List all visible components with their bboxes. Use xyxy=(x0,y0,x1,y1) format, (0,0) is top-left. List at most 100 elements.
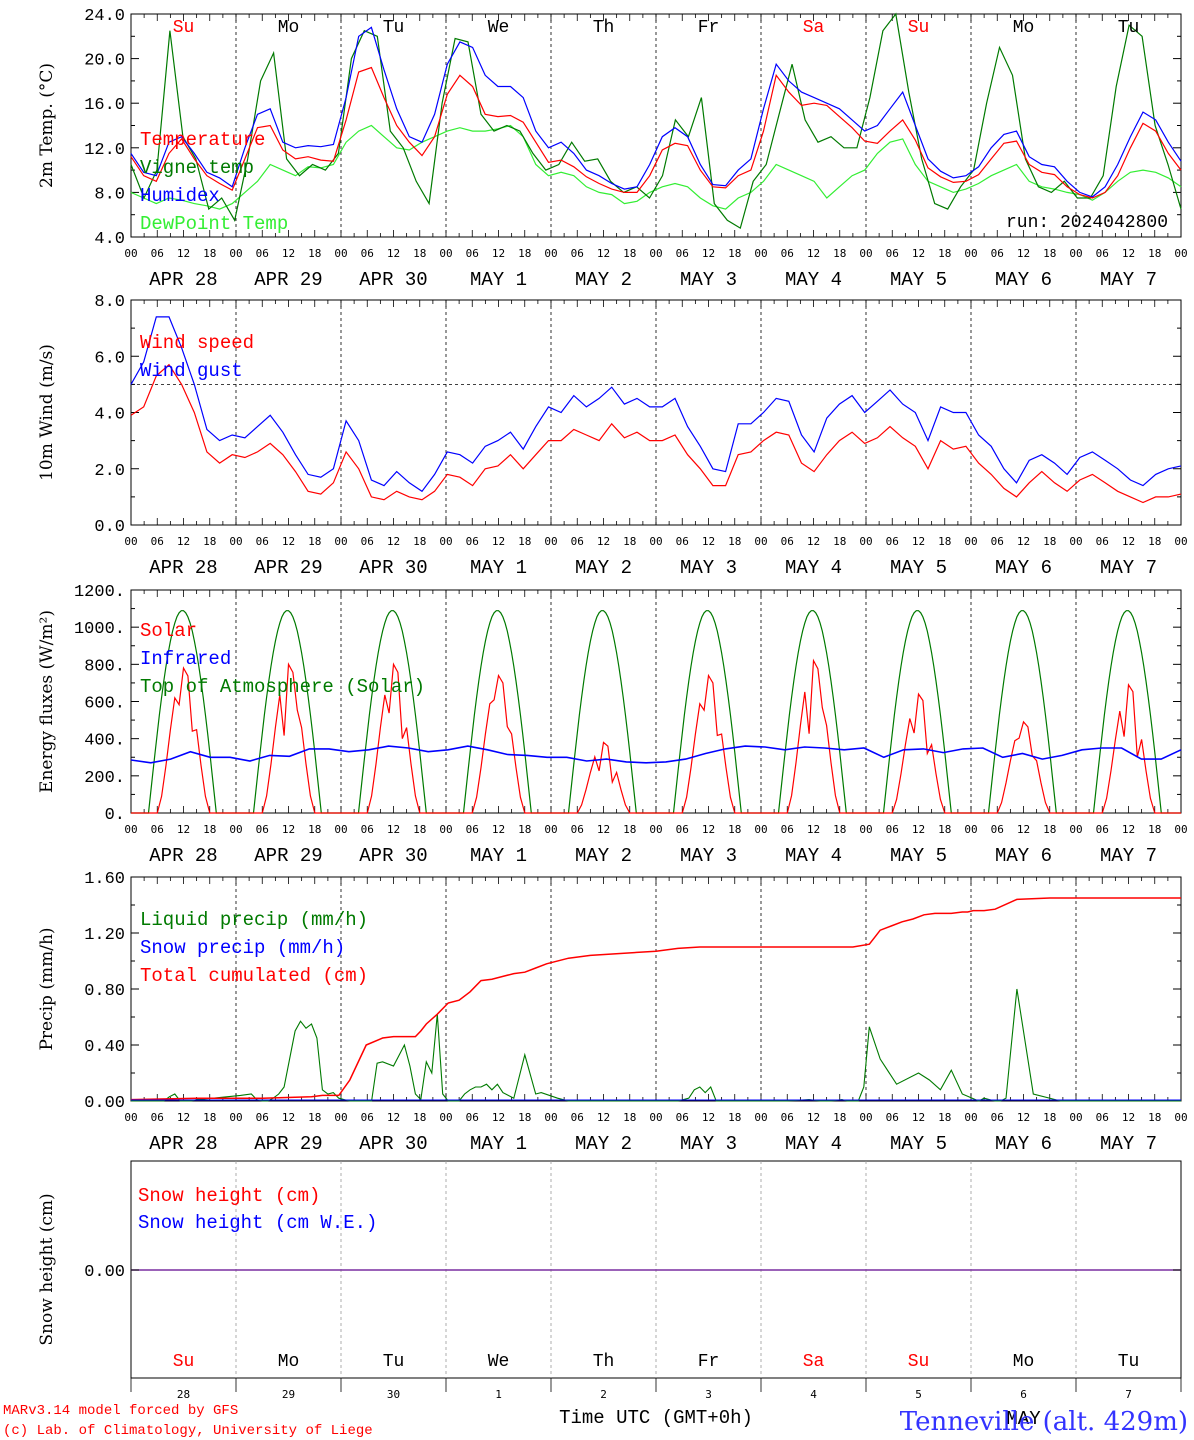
day-name: Th xyxy=(593,1352,615,1372)
hour-label: 18 xyxy=(413,247,426,260)
hour-label: 00 xyxy=(754,823,767,836)
legend-entry: Top of Atmosphere (Solar) xyxy=(140,676,425,698)
series-line-humidex xyxy=(130,26,1182,198)
y-tick-label: 6.0 xyxy=(94,349,125,368)
hour-label: 06 xyxy=(886,1111,899,1124)
hour-label: 12 xyxy=(702,823,715,836)
hour-label: 00 xyxy=(544,1111,557,1124)
y-tick-label: 20.0 xyxy=(84,52,125,71)
hour-label: 06 xyxy=(151,823,164,836)
hour-label: 18 xyxy=(1148,1111,1161,1124)
hour-label: 18 xyxy=(728,1111,741,1124)
hour-label: 06 xyxy=(781,823,794,836)
hour-label: 06 xyxy=(991,535,1004,548)
date-label: MAY 6 xyxy=(995,557,1052,579)
date-label: MAY 4 xyxy=(785,269,842,291)
hour-label: 12 xyxy=(177,247,190,260)
hour-label: 12 xyxy=(912,823,925,836)
date-label: MAY 4 xyxy=(785,557,842,579)
y-axis-label: 2m Temp. (°C) xyxy=(37,63,57,188)
hour-label: 06 xyxy=(781,1111,794,1124)
hour-label: 00 xyxy=(124,1111,137,1124)
y-tick-label: 400. xyxy=(84,732,125,751)
y-tick-label: 200. xyxy=(84,769,125,788)
hour-label: 00 xyxy=(649,247,662,260)
series-line-wind-speed xyxy=(130,363,1182,504)
day-name: Su xyxy=(908,18,930,38)
y-axis-label: Energy fluxes (W/m²) xyxy=(37,610,57,793)
y-axis-label: 10m Wind (m/s) xyxy=(37,344,57,481)
hour-label: 12 xyxy=(492,823,505,836)
run-label: run: 2024042800 xyxy=(1006,213,1168,233)
legend-entry: Humidex xyxy=(140,185,220,207)
hour-label: 06 xyxy=(886,535,899,548)
date-label: MAY 4 xyxy=(785,1133,842,1155)
date-label: MAY 6 xyxy=(995,845,1052,867)
hour-label: 00 xyxy=(439,247,452,260)
hour-label: 00 xyxy=(544,247,557,260)
hour-label: 12 xyxy=(807,247,820,260)
y-tick-label: 0. xyxy=(105,806,125,825)
hour-label: 00 xyxy=(1174,535,1187,548)
hour-label: 18 xyxy=(1148,823,1161,836)
legend-entry: Snow precip (mm/h) xyxy=(140,937,345,959)
hour-label: 18 xyxy=(1043,247,1056,260)
hour-label: 12 xyxy=(597,247,610,260)
day-name: Tu xyxy=(383,1352,405,1372)
hour-label: 12 xyxy=(702,247,715,260)
hour-label: 00 xyxy=(229,823,242,836)
legend-entry: Temperature xyxy=(140,129,265,151)
hour-label: 06 xyxy=(991,247,1004,260)
hour-label: 06 xyxy=(571,535,584,548)
date-label: MAY 1 xyxy=(470,269,527,291)
hour-label: 00 xyxy=(754,535,767,548)
hour-label: 12 xyxy=(1017,1111,1030,1124)
date-label: MAY 3 xyxy=(680,269,737,291)
panel-frame xyxy=(130,589,1182,814)
hour-label: 18 xyxy=(308,1111,321,1124)
hour-label: 18 xyxy=(728,823,741,836)
hour-label: 18 xyxy=(413,1111,426,1124)
hour-label: 18 xyxy=(938,823,951,836)
date-label: MAY 2 xyxy=(575,845,632,867)
hour-label: 06 xyxy=(361,1111,374,1124)
panel-precip: 0.00 0.40 0.80 1.20 1.60 Precip (mm/h) Liquid … xyxy=(37,870,1188,1155)
hour-label: 00 xyxy=(1174,823,1187,836)
date-label: MAY 3 xyxy=(680,845,737,867)
hour-label: 12 xyxy=(912,247,925,260)
hour-label: 12 xyxy=(597,823,610,836)
date-label: APR 30 xyxy=(359,269,427,291)
day-name: Su xyxy=(173,1352,195,1372)
day-name: Mo xyxy=(278,18,300,38)
date-label: APR 29 xyxy=(254,269,322,291)
date-label: MAY 2 xyxy=(575,557,632,579)
hour-label: 06 xyxy=(571,247,584,260)
y-tick-label: 8.0 xyxy=(94,185,125,204)
y-tick-label: 4.0 xyxy=(94,230,125,249)
day-name: Su xyxy=(173,18,195,38)
date-label: MAY 7 xyxy=(1100,1133,1157,1155)
hour-label: 06 xyxy=(571,1111,584,1124)
date-label: MAY 5 xyxy=(890,1133,947,1155)
hour-label: 06 xyxy=(1096,823,1109,836)
legend-entry: Wind gust xyxy=(140,360,243,382)
hour-label: 06 xyxy=(676,823,689,836)
hour-label: 12 xyxy=(912,1111,925,1124)
hour-label: 18 xyxy=(518,535,531,548)
hour-label: 12 xyxy=(807,823,820,836)
hour-label: 00 xyxy=(964,535,977,548)
hour-label: 00 xyxy=(229,535,242,548)
hour-label: 06 xyxy=(361,247,374,260)
day-name: Mo xyxy=(278,1352,300,1372)
hour-label: 18 xyxy=(938,1111,951,1124)
day-name: Tu xyxy=(383,18,405,38)
hour-label: 12 xyxy=(1017,823,1030,836)
legend-entry: Solar xyxy=(140,620,197,642)
hour-label: 18 xyxy=(308,823,321,836)
hour-label: 12 xyxy=(1122,247,1135,260)
y-tick-label: 600. xyxy=(84,695,125,714)
date-label: APR 30 xyxy=(359,557,427,579)
x-axis-label: Time UTC (GMT+0h) xyxy=(559,1407,753,1429)
y-tick-label: 0.80 xyxy=(84,982,125,1001)
